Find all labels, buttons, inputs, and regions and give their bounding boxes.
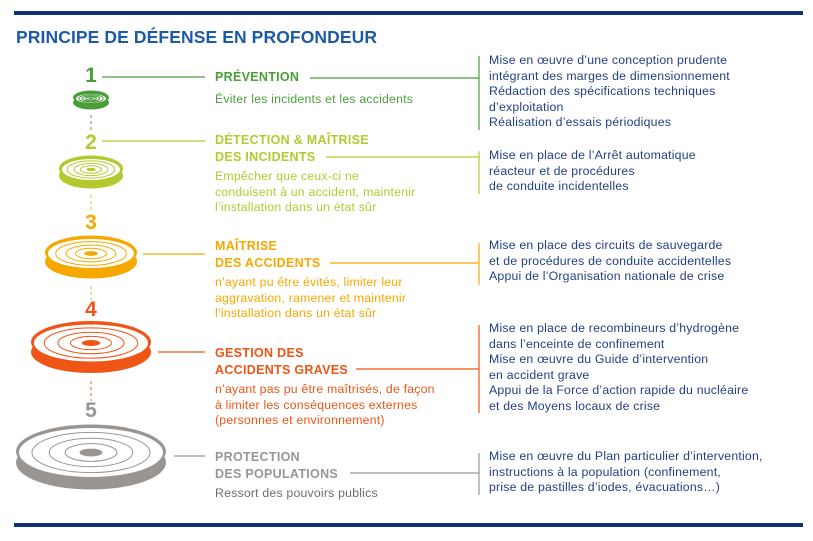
heading-line: DES INCIDENTS: [215, 149, 316, 164]
measure-line: et de procédures de conduite accidentell…: [489, 253, 732, 268]
disc-ring: [81, 95, 101, 102]
level-measures: Mise en place de l’Arrêt automatique réac…: [489, 148, 696, 195]
heading-line: DES ACCIDENTS: [215, 255, 321, 270]
disc-center: [86, 167, 96, 172]
level-description: Ressort des pouvoirs publics: [215, 486, 378, 502]
disc-center: [84, 251, 98, 256]
top-rule: [14, 11, 803, 15]
measure-line: et des Moyens locaux de crise: [489, 398, 661, 413]
measure-line: en accident grave: [489, 367, 590, 382]
description-line: (personnes et environnement): [215, 413, 385, 427]
level-measures: Mise en place des circuits de sauvegarde…: [489, 238, 731, 285]
disc-ring: [57, 331, 125, 355]
bottom-rule: [14, 523, 803, 527]
measure-line: réacteur et de procédures: [489, 163, 635, 178]
disc-center: [88, 97, 94, 100]
disc-ring: [75, 247, 107, 260]
level-description: n’ayant pas pu être maîtrisés, de façon à…: [215, 382, 435, 429]
heading-line: PROTECTION: [215, 450, 300, 464]
level-heading: PROTECTION DES POPULATIONS: [215, 449, 338, 482]
measure-line: Mise en place de recombineurs d’hydrogèn…: [489, 321, 740, 335]
description-line: l’installation dans un état sûr: [215, 200, 377, 214]
description-line: aggravation, ramener et maintenir: [215, 290, 407, 305]
measure-line: d’exploitation: [489, 99, 564, 114]
disc-ring: [78, 94, 104, 103]
disc-center: [79, 448, 103, 457]
level-number: 3: [85, 211, 97, 234]
measure-line: Mise en place de l’Arrêt automatique: [489, 148, 696, 162]
level-measures: Mise en œuvre d’une conception prudente i…: [489, 53, 730, 131]
disc-ring: [65, 244, 117, 263]
measure-line: instructions à la population (confinemen…: [489, 464, 721, 479]
measure-line: Rédaction des spécifications techniques: [489, 84, 716, 98]
measure-line: dans l’enceinte de confinement: [489, 336, 665, 351]
level-number: 4: [85, 298, 97, 321]
disc-ring: [69, 335, 113, 351]
level-heading: MAÎTRISE DES ACCIDENTS: [215, 238, 321, 271]
level-description: Éviter les incidents et les accidents: [215, 92, 413, 108]
description-line: n’ayant pu être évités, limiter leur: [215, 275, 403, 289]
level-heading: GESTION DES ACCIDENTS GRAVES: [215, 345, 348, 378]
level-measures: Mise en œuvre du Plan particulier d’inte…: [489, 449, 763, 496]
description-line: Empêcher que ceux-ci ne: [215, 169, 360, 183]
level-number: 2: [85, 131, 97, 154]
level-measures: Mise en place de recombineurs d’hydrogèn…: [489, 321, 748, 414]
description-line: n’ayant pas pu être maîtrisés, de façon: [215, 382, 435, 396]
description-line: l’installation dans un état sûr: [215, 306, 377, 320]
disc-ring: [66, 160, 116, 179]
heading-line: DÉTECTION & MAÎTRISE: [215, 133, 369, 147]
disc-ring: [80, 165, 102, 174]
disc-ring: [73, 162, 109, 177]
description-line: Ressort des pouvoirs publics: [215, 486, 378, 500]
heading-line: MAÎTRISE: [215, 239, 278, 253]
description-line: à limiter les conséquences externes: [215, 397, 418, 412]
level-description: Empêcher que ceux-ci ne conduisent à un a…: [215, 169, 415, 216]
measure-line: Mise en œuvre d’une conception prudente: [489, 53, 728, 67]
heading-line: ACCIDENTS GRAVES: [215, 362, 349, 377]
measure-line: prise de pastilles d’iodes, évacuations……: [489, 480, 721, 494]
level-heading: PRÉVENTION: [215, 69, 299, 86]
disc-ring: [48, 437, 134, 468]
measure-line: intégrant des marges de dimensionnement: [489, 68, 730, 83]
disc-ring: [31, 431, 151, 474]
measure-line: Mise en œuvre du Guide d’intervention: [489, 352, 709, 366]
measure-line: Mise en œuvre du Plan particulier d’inte…: [489, 449, 763, 463]
measure-line: Mise en place des circuits de sauvegarde: [489, 238, 723, 252]
heading-line: GESTION DES: [215, 346, 304, 360]
measure-line: de conduite incidentelles: [489, 179, 629, 193]
heading-line: DES POPULATIONS: [215, 466, 339, 481]
heading-line: PRÉVENTION: [215, 70, 300, 84]
disc-ring: [85, 96, 97, 101]
level-description: n’ayant pu être évités, limiter leur aggr…: [215, 275, 406, 322]
level-number: 5: [85, 399, 97, 422]
description-line: Éviter les incidents et les accidents: [215, 92, 414, 106]
measure-line: Appui de l’Organisation nationale de cri…: [489, 269, 725, 283]
measure-line: Appui de la Force d’action rapide du nuc…: [489, 383, 749, 397]
level-number: 1: [85, 64, 97, 87]
disc-center: [81, 340, 101, 346]
disc-ring: [43, 327, 139, 359]
level-heading: DÉTECTION & MAÎTRISE DES INCIDENTS: [215, 132, 369, 165]
disc-ring: [64, 443, 118, 462]
disc-ring: [55, 241, 127, 266]
page-title: PRINCIPE DE DÉFENSE EN PROFONDEUR: [16, 27, 378, 47]
description-line: conduisent à un accident, maintenir: [215, 184, 416, 199]
measure-line: Réalisation d’essais périodiques: [489, 115, 672, 129]
